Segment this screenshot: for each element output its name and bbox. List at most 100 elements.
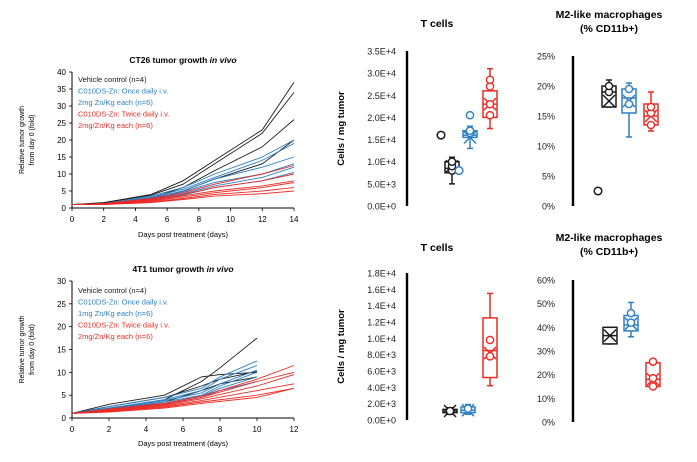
legend-entry-twice: 2mg/Zn/Kg each (n=6) bbox=[78, 121, 153, 130]
box-data-point bbox=[624, 84, 634, 94]
box-data-point bbox=[485, 351, 495, 361]
twice-series-line bbox=[71, 387, 295, 414]
y-tick-label: 2.0E+4 bbox=[367, 113, 396, 123]
y-tick-label: 35 bbox=[57, 85, 66, 94]
legend-entry-twice: 2mg/Zn/Kg each (n=6) bbox=[78, 332, 153, 341]
chart-title-line: M2-like macrophages bbox=[556, 9, 663, 21]
y-axis-label-line: from day 0 (fold) bbox=[29, 324, 36, 375]
y-tick-label: 15 bbox=[57, 153, 66, 162]
y-tick-label: 10 bbox=[57, 170, 66, 179]
box-data-point bbox=[626, 318, 636, 327]
chart-title-plain: 4T1 tumor growth bbox=[132, 264, 206, 274]
y-axis-label-line: Relative tumor growth bbox=[19, 106, 26, 174]
chart-title-italic: in vivo bbox=[210, 55, 237, 65]
box-mean-marker bbox=[603, 329, 617, 343]
x-tick-label: 8 bbox=[197, 215, 202, 224]
y-tick-label: 1.2E+4 bbox=[367, 318, 396, 328]
y-tick-label: 20 bbox=[57, 323, 66, 332]
box-data-point bbox=[485, 99, 495, 109]
y-tick-label: 5 bbox=[62, 391, 67, 400]
ct26-growth-chart: CT26 tumor growth in vivo051015202530354… bbox=[19, 55, 299, 239]
y-tick-label: 0% bbox=[542, 202, 555, 212]
y-tick-label: 0% bbox=[542, 418, 555, 428]
x-tick-label: 0 bbox=[70, 425, 75, 434]
x-tick-label: 10 bbox=[226, 215, 235, 224]
legend-entry-vehicle: Vehicle control (n=4) bbox=[78, 286, 147, 295]
y-tick-label: 40% bbox=[537, 323, 555, 333]
x-tick-label: 10 bbox=[253, 425, 262, 434]
chart-title-plain: CT26 tumor growth bbox=[129, 55, 209, 65]
y-tick-label: 10% bbox=[537, 394, 555, 404]
chart-title-line: M2-like macrophages bbox=[556, 232, 663, 244]
chart-title: T cells bbox=[421, 18, 454, 30]
y-axis-label-line: from day 0 (fold) bbox=[29, 115, 36, 166]
chart-title-line: (% CD11b+) bbox=[580, 246, 638, 258]
x-tick-label: 6 bbox=[165, 215, 170, 224]
y-tick-label: 8.0E+3 bbox=[367, 350, 396, 360]
y-tick-label: 1.5E+4 bbox=[367, 135, 396, 145]
legend-entry-once: 1mg Zn/Kg each (n=6) bbox=[78, 309, 153, 318]
y-tick-label: 20% bbox=[537, 82, 555, 92]
y-tick-label: 3.0E+4 bbox=[367, 69, 396, 79]
y-axis-label-line: Relative tumor growth bbox=[19, 315, 26, 383]
chart-title: T cells bbox=[421, 242, 454, 254]
y-tick-label: 15 bbox=[57, 346, 66, 355]
legend-entry-once: 2mg Zn/Kg each (n=6) bbox=[78, 98, 153, 107]
4t1-tcells-chart: T cells Cells / mg tumor 0.0E+0 2.0E+3 4.0E+… bbox=[336, 242, 498, 426]
y-tick-label: 6.0E+3 bbox=[367, 367, 396, 377]
y-axis-label: Relative tumor growth from day 0 (fold) bbox=[19, 106, 36, 174]
box-data-point bbox=[485, 75, 495, 85]
4t1-m2-chart: M2-like macrophages (% CD11b+) 0% 10% 20% 30%… bbox=[537, 232, 663, 428]
y-tick-label: 0.0E+0 bbox=[367, 416, 396, 426]
y-tick-label: 10% bbox=[537, 142, 555, 152]
y-tick-label: 1.8E+4 bbox=[367, 269, 396, 279]
y-tick-label: 25 bbox=[57, 119, 66, 128]
legend-entry-once: C010DS-Zn: Once daily i.v. bbox=[78, 298, 168, 307]
y-tick-label: 0.0E+0 bbox=[367, 202, 396, 212]
x-tick-label: 0 bbox=[70, 215, 75, 224]
y-tick-label: 3.5E+4 bbox=[367, 47, 396, 57]
chart-title-italic: in vivo bbox=[207, 264, 234, 274]
y-axis-label: Cells / mg tumor bbox=[336, 309, 347, 384]
box-data-point bbox=[646, 120, 656, 130]
ct26-tcells-chart: T cells Cells / mg tumor 0.0E+0 5.0E+3 1.0E+… bbox=[336, 18, 498, 212]
twice-series-line bbox=[72, 190, 295, 206]
box-data-point bbox=[648, 382, 658, 391]
y-axis-label: Cells / mg tumor bbox=[336, 91, 347, 166]
y-tick-label: 0 bbox=[62, 414, 67, 423]
box-data-point bbox=[465, 126, 475, 136]
once-series-line bbox=[71, 360, 258, 414]
chart-title: CT26 tumor growth in vivo bbox=[129, 55, 236, 65]
y-tick-label: 2.5E+4 bbox=[367, 91, 396, 101]
y-tick-label: 25 bbox=[57, 300, 66, 309]
box-data-point bbox=[648, 357, 658, 366]
y-tick-label: 4.0E+3 bbox=[367, 383, 396, 393]
y-tick-label: 40 bbox=[57, 68, 66, 77]
box-data-point bbox=[604, 81, 614, 91]
y-tick-label: 1.6E+4 bbox=[367, 285, 396, 295]
box-data-point bbox=[463, 404, 473, 413]
box-data-point bbox=[626, 308, 636, 318]
y-tick-label: 5 bbox=[62, 187, 67, 196]
y-tick-label: 15% bbox=[537, 112, 555, 122]
box-data-point bbox=[445, 406, 455, 416]
x-tick-label: 6 bbox=[181, 425, 186, 434]
y-tick-label: 60% bbox=[537, 276, 555, 286]
chart-title: M2-like macrophages (% CD11b+) bbox=[556, 9, 663, 35]
box-data-point bbox=[648, 373, 658, 383]
x-tick-label: 4 bbox=[144, 425, 149, 434]
twice-series-line bbox=[71, 371, 295, 414]
x-tick-label: 12 bbox=[290, 425, 299, 434]
box-data-point bbox=[447, 157, 457, 167]
legend-entry-twice: C010DS-Zn: Twice daily i.v. bbox=[78, 110, 169, 119]
x-tick-label: 14 bbox=[290, 215, 299, 224]
x-tick-label: 2 bbox=[101, 215, 106, 224]
y-tick-label: 30 bbox=[57, 277, 66, 286]
box-outlier-point bbox=[454, 166, 464, 176]
y-tick-label: 1.0E+4 bbox=[367, 334, 396, 344]
chart-title: M2-like macrophages (% CD11b+) bbox=[556, 232, 663, 258]
x-tick-label: 8 bbox=[218, 425, 223, 434]
y-tick-label: 1.4E+4 bbox=[367, 301, 396, 311]
y-tick-label: 5.0E+3 bbox=[367, 179, 396, 189]
